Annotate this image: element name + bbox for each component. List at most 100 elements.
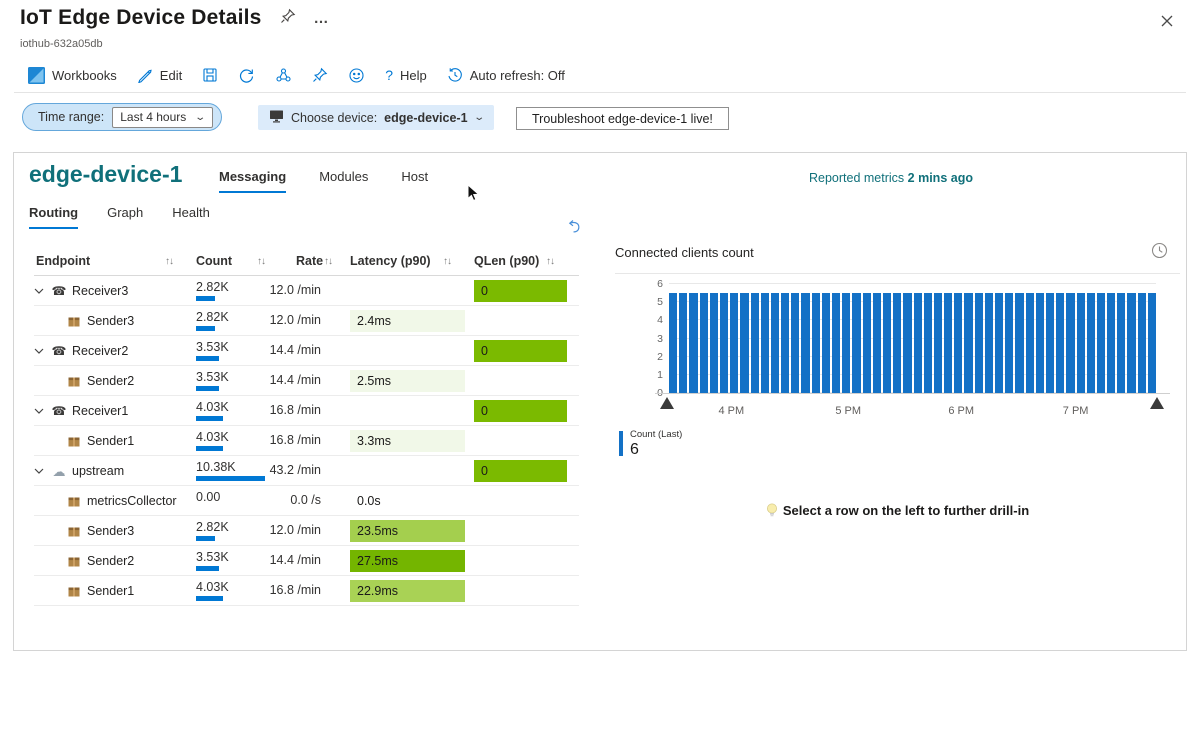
troubleshoot-button[interactable]: Troubleshoot edge-device-1 live! xyxy=(516,107,729,130)
reported-metrics: Reported metrics 2 mins ago xyxy=(809,171,973,185)
chevron-down-icon xyxy=(34,408,46,414)
endpoint-name: Sender3 xyxy=(87,524,135,538)
subtab-health[interactable]: Health xyxy=(172,205,210,220)
chart-bar xyxy=(1137,293,1146,393)
package-icon xyxy=(67,375,81,387)
y-axis-label: 2 xyxy=(657,350,663,363)
table-row[interactable]: Sender1 4.03K 16.8 /min 3.3ms xyxy=(34,426,579,456)
chart-bar xyxy=(1005,293,1014,393)
endpoint-name: Sender1 xyxy=(87,434,135,448)
table-row[interactable]: ☎ Receiver1 4.03K 16.8 /min 0 xyxy=(34,396,579,426)
chart-bar xyxy=(995,293,1004,393)
pin-button[interactable] xyxy=(312,67,328,83)
count-cell: 0.00 xyxy=(196,490,221,504)
table-row[interactable]: Sender3 2.82K 12.0 /min 2.4ms xyxy=(34,306,579,336)
col-rate: Rate xyxy=(296,254,324,268)
page-title: IoT Edge Device Details xyxy=(20,6,262,29)
chart-bar xyxy=(821,293,830,393)
pencil-icon xyxy=(137,67,153,83)
rate-cell: 43.2 /min xyxy=(269,463,321,477)
tab-modules[interactable]: Modules xyxy=(319,169,369,184)
auto-refresh-clock-icon xyxy=(447,67,463,83)
count-cell: 3.53K xyxy=(196,370,229,391)
table-row[interactable]: Sender1 4.03K 16.8 /min 22.9ms xyxy=(34,576,579,606)
pin-icon[interactable] xyxy=(280,8,296,29)
choose-device-select[interactable]: Choose device: edge-device-1 ⌄ xyxy=(258,105,494,130)
col-count: Count xyxy=(196,254,233,268)
package-icon xyxy=(67,555,81,567)
sub-tabs: Routing Graph Health xyxy=(29,205,210,229)
brush-handle-left[interactable] xyxy=(660,397,674,409)
qlen-cell: 0 xyxy=(474,280,567,302)
chart-bar xyxy=(974,293,983,393)
auto-refresh-button[interactable]: Auto refresh: Off xyxy=(447,67,565,83)
choose-device-label: Choose device: xyxy=(291,110,378,125)
table-row[interactable]: ☎ Receiver2 3.53K 14.4 /min 0 xyxy=(34,336,579,366)
refresh-button[interactable] xyxy=(238,67,255,84)
mouse-cursor xyxy=(467,183,480,208)
chart-bars xyxy=(669,285,1156,393)
sort-endpoint-button[interactable]: ↑↓ xyxy=(165,256,174,267)
count-bar xyxy=(196,446,223,451)
endpoint-cell: Sender2 xyxy=(34,546,134,576)
sort-qlen-button[interactable]: ↑↓ xyxy=(546,256,555,267)
undo-icon[interactable] xyxy=(567,219,583,241)
feedback-button[interactable] xyxy=(348,67,365,84)
latency-cell: 0.0s xyxy=(357,494,381,508)
gridline xyxy=(669,392,1156,393)
help-button[interactable]: ? Help xyxy=(385,67,427,83)
save-button[interactable] xyxy=(202,67,218,83)
x-axis-label: 7 PM xyxy=(1062,405,1089,417)
qlen-cell: 0 xyxy=(474,460,567,482)
help-icon: ? xyxy=(385,67,393,83)
sort-rate-button[interactable]: ↑↓ xyxy=(324,256,333,267)
panel-divider xyxy=(615,273,1180,274)
workbooks-button[interactable]: Workbooks xyxy=(28,66,117,84)
table-row[interactable]: metricsCollector 0.00 0.0 /s 0.0s xyxy=(34,486,579,516)
more-options-icon[interactable]: … xyxy=(313,9,329,27)
sort-count-button[interactable]: ↑↓ xyxy=(257,256,266,267)
chart-bar xyxy=(781,293,790,393)
rate-cell: 12.0 /min xyxy=(269,313,321,327)
main-tabs: Messaging Modules Host xyxy=(219,169,428,193)
x-axis-label: 6 PM xyxy=(948,405,975,417)
latency-cell xyxy=(350,340,465,362)
chevron-down-icon: ⌄ xyxy=(472,112,485,123)
titlebar: IoT Edge Device Details … xyxy=(20,6,329,30)
endpoint-cell: ☎ Receiver1 xyxy=(34,396,128,426)
history-icon[interactable] xyxy=(1150,241,1169,265)
subtab-graph[interactable]: Graph xyxy=(107,205,144,220)
sort-latency-button[interactable]: ↑↓ xyxy=(443,256,452,267)
endpoint-cell: Sender1 xyxy=(34,576,134,606)
table-row[interactable]: Sender3 2.82K 12.0 /min 23.5ms xyxy=(34,516,579,546)
cloud-icon: ☁ xyxy=(52,463,66,479)
col-qlen: QLen (p90) xyxy=(474,254,540,268)
chart-bar xyxy=(740,293,749,393)
tab-messaging[interactable]: Messaging xyxy=(219,169,287,193)
count-bar xyxy=(196,416,223,421)
close-icon[interactable] xyxy=(1160,14,1176,30)
time-range-pill: Time range: Last 4 hours ⌄ xyxy=(22,103,222,131)
chart-bar xyxy=(1056,293,1065,393)
chart-bar xyxy=(801,293,810,393)
edit-button[interactable]: Edit xyxy=(137,67,182,83)
smiley-icon xyxy=(348,67,365,84)
chart-bar xyxy=(923,293,932,393)
brush-handle-right[interactable] xyxy=(1150,397,1164,409)
share-button[interactable] xyxy=(275,67,292,84)
chart-bar xyxy=(832,293,841,393)
tab-host[interactable]: Host xyxy=(401,169,429,184)
chart-bar xyxy=(954,293,963,393)
rate-cell: 12.0 /min xyxy=(269,523,321,537)
chart-bar xyxy=(760,293,769,393)
chart-bar xyxy=(1117,293,1126,393)
endpoint-name: Receiver3 xyxy=(72,284,129,298)
time-range-select[interactable]: Last 4 hours ⌄ xyxy=(112,106,213,128)
pin-icon-toolbar xyxy=(312,67,328,83)
table-row[interactable]: ☎ Receiver3 2.82K 12.0 /min 0 xyxy=(34,276,579,306)
chart-bar xyxy=(842,293,851,393)
table-row[interactable]: Sender2 3.53K 14.4 /min 2.5ms xyxy=(34,366,579,396)
table-row[interactable]: Sender2 3.53K 14.4 /min 27.5ms xyxy=(34,546,579,576)
subtab-routing[interactable]: Routing xyxy=(29,205,79,229)
table-row[interactable]: ☁ upstream 10.38K 43.2 /min 0 xyxy=(34,456,579,486)
